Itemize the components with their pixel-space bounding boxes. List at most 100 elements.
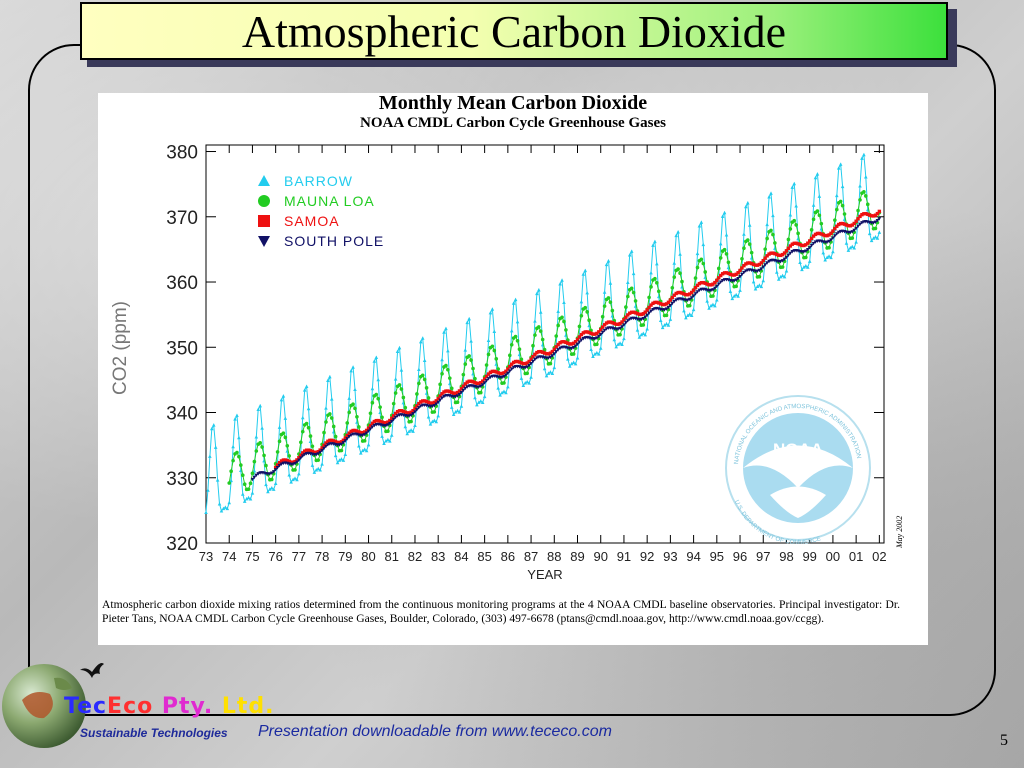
data-point-samoa: [738, 268, 742, 273]
data-point-south-pole: [825, 240, 829, 245]
x-tick-label: 02: [872, 549, 886, 564]
data-point-samoa: [308, 449, 313, 453]
data-point-barrow: [761, 278, 766, 283]
data-point-mauna-loa: [306, 425, 311, 430]
data-point-samoa: [659, 302, 663, 306]
data-point-samoa: [626, 313, 630, 317]
data-point-south-pole: [337, 443, 342, 447]
data-point-samoa: [419, 400, 423, 404]
data-point-mauna-loa: [391, 401, 396, 406]
data-point-barrow: [469, 339, 473, 343]
data-point-samoa: [838, 221, 843, 226]
data-point-barrow: [715, 298, 719, 302]
data-point-samoa: [322, 443, 326, 448]
data-point-mauna-loa: [351, 402, 355, 407]
data-point-samoa: [436, 396, 440, 401]
data-point-samoa: [428, 401, 433, 405]
data-point-samoa: [811, 234, 816, 238]
data-point-barrow: [281, 394, 286, 398]
data-point-barrow: [506, 384, 510, 389]
data-point-samoa: [746, 261, 750, 265]
data-point-samoa: [831, 229, 835, 233]
data-point-south-pole: [388, 421, 392, 426]
data-point-south-pole: [434, 402, 439, 407]
data-point-barrow: [838, 162, 843, 166]
data-point-samoa: [328, 438, 332, 443]
data-point-samoa: [513, 359, 518, 364]
data-point-barrow: [376, 377, 381, 382]
data-point-barrow: [558, 281, 562, 286]
data-point-barrow: [287, 472, 292, 477]
data-point-south-pole: [695, 290, 700, 294]
data-point-mauna-loa: [502, 381, 506, 385]
y-tick-label: 320: [166, 534, 198, 555]
data-point-barrow: [769, 191, 773, 195]
data-point-samoa: [393, 411, 398, 416]
data-point-mauna-loa: [277, 439, 282, 444]
data-point-samoa: [699, 281, 704, 285]
data-point-south-pole: [418, 404, 423, 409]
data-point-barrow: [860, 156, 864, 160]
data-point-south-pole: [533, 357, 537, 362]
data-point-samoa: [421, 399, 425, 403]
data-point-samoa: [728, 272, 733, 276]
data-point-mauna-loa: [862, 189, 866, 194]
data-point-barrow: [372, 359, 377, 363]
data-point-samoa: [688, 292, 692, 296]
data-point-mauna-loa: [701, 261, 706, 266]
data-point-samoa: [558, 341, 562, 345]
data-point-barrow: [552, 365, 557, 370]
data-point-samoa: [430, 401, 435, 405]
data-point-samoa: [374, 418, 378, 423]
data-point-barrow: [788, 212, 793, 217]
x-tick-label: 82: [408, 549, 422, 564]
data-point-mauna-loa: [850, 236, 855, 240]
data-point-samoa: [395, 410, 400, 414]
data-point-barrow: [542, 366, 547, 371]
data-point-mauna-loa: [718, 256, 723, 260]
data-point-mauna-loa: [357, 425, 361, 429]
data-point-barrow: [598, 346, 603, 350]
data-point-samoa: [320, 446, 324, 450]
data-point-samoa: [353, 428, 357, 433]
data-point-barrow: [701, 242, 706, 247]
data-point-samoa: [682, 292, 686, 296]
data-point-samoa: [759, 261, 764, 265]
data-point-barrow: [765, 222, 769, 227]
data-point-south-pole: [548, 355, 553, 360]
chart-axes: 73 74 75 76 77 78 79 80 81 82 83 84 85 86 87 88 89 90 91 92…: [110, 143, 887, 582]
data-point-samoa: [796, 242, 800, 246]
data-point-barrow: [569, 361, 574, 366]
data-point-south-pole: [300, 454, 305, 458]
data-point-samoa: [602, 323, 607, 327]
x-tick-label: 90: [593, 549, 607, 564]
data-point-samoa: [302, 449, 307, 453]
data-point-barrow: [511, 301, 516, 305]
data-point-barrow: [687, 312, 692, 316]
data-point-samoa: [519, 361, 524, 365]
data-point-barrow: [397, 345, 402, 350]
data-point-mauna-loa: [687, 303, 692, 308]
data-point-samoa: [786, 246, 791, 250]
data-point-south-pole: [647, 311, 651, 316]
data-point-barrow: [831, 249, 835, 254]
data-point-barrow: [374, 355, 379, 360]
data-point-mauna-loa: [763, 247, 767, 251]
data-point-samoa: [444, 389, 448, 393]
data-point-samoa: [556, 342, 560, 347]
data-point-barrow: [496, 386, 500, 390]
data-point-barrow: [805, 265, 810, 269]
data-point-south-pole: [343, 439, 348, 443]
data-point-samoa: [734, 272, 738, 277]
data-point-barrow: [268, 487, 272, 491]
data-point-mauna-loa: [693, 276, 698, 280]
data-point-samoa: [784, 249, 789, 253]
data-point-south-pole: [502, 374, 506, 379]
data-point-south-pole: [593, 337, 597, 341]
data-point-mauna-loa: [819, 221, 824, 226]
data-point-south-pole: [455, 394, 460, 398]
data-point-samoa: [622, 318, 626, 322]
x-tick-label: 98: [779, 549, 793, 564]
data-point-barrow: [682, 308, 686, 313]
data-point-samoa: [651, 301, 655, 306]
